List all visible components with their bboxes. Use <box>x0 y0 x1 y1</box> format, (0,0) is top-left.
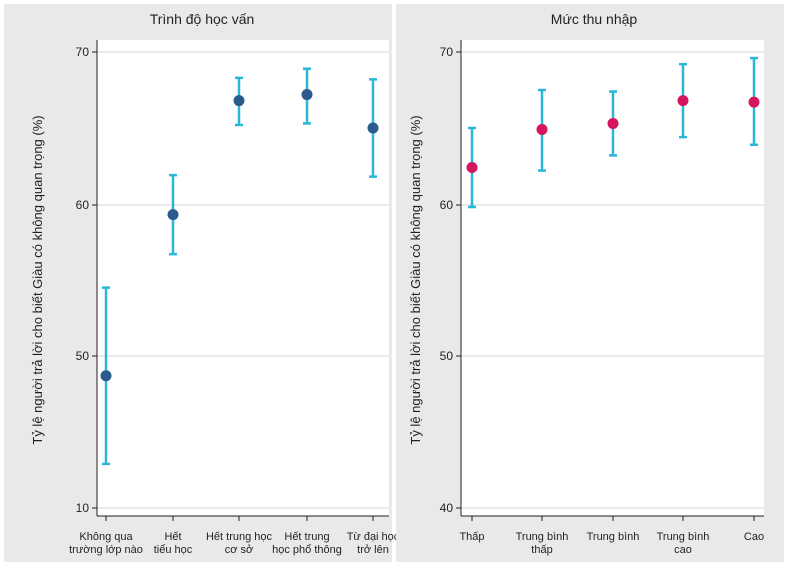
chart-title: Trình độ học vấn <box>150 11 255 27</box>
x-tick-label: Trung bình cao <box>657 531 710 556</box>
plot-area <box>97 40 389 516</box>
chart-panel-1: Trình độ học vấn 10 50 60 70 Tỷ lệ người trả … <box>4 4 400 562</box>
chart-panel-2: Mức thu nhập 40 50 60 70 Tỷ lệ người trả lời … <box>396 4 784 562</box>
x-tick-label: Trung bình thấp <box>516 531 569 556</box>
y-axis-label: Tỷ lệ người trả lời cho biết Giàu có khô… <box>30 115 45 444</box>
y-tick-label: 70 <box>76 45 90 59</box>
data-point <box>607 117 619 129</box>
y-axis-label: Tỷ lệ người trả lời cho biết Giàu có khô… <box>408 115 423 444</box>
x-tick-label: Hết tiểu học <box>154 531 193 556</box>
data-point <box>748 96 760 108</box>
y-tick-label: 60 <box>440 198 454 212</box>
y-tick-label: 60 <box>76 198 90 212</box>
chart-title: Mức thu nhập <box>551 11 638 27</box>
x-tick-label: Cao <box>744 531 764 543</box>
data-point <box>536 124 548 136</box>
y-tick-label: 10 <box>76 501 90 515</box>
x-tick-label: Trung bình <box>587 531 640 543</box>
data-point <box>233 95 245 107</box>
y-tick-label: 40 <box>440 501 454 515</box>
x-tick-label: Thấp <box>459 531 484 543</box>
x-tick-label: Không qua trường lớp nào <box>69 531 143 556</box>
y-tick-label: 50 <box>440 349 454 363</box>
data-point <box>167 209 179 221</box>
x-tick-label: Hết trung học phổ thông <box>272 531 342 556</box>
data-point <box>466 162 478 174</box>
x-tick-label: Từ đại học trở lên <box>347 531 400 556</box>
data-point <box>677 95 689 107</box>
y-tick-label: 50 <box>76 349 90 363</box>
data-point <box>367 122 379 134</box>
data-point <box>100 370 112 382</box>
y-tick-label: 70 <box>440 45 454 59</box>
data-point <box>301 89 313 101</box>
x-tick-label: Hết trung học cơ sở <box>206 531 273 556</box>
